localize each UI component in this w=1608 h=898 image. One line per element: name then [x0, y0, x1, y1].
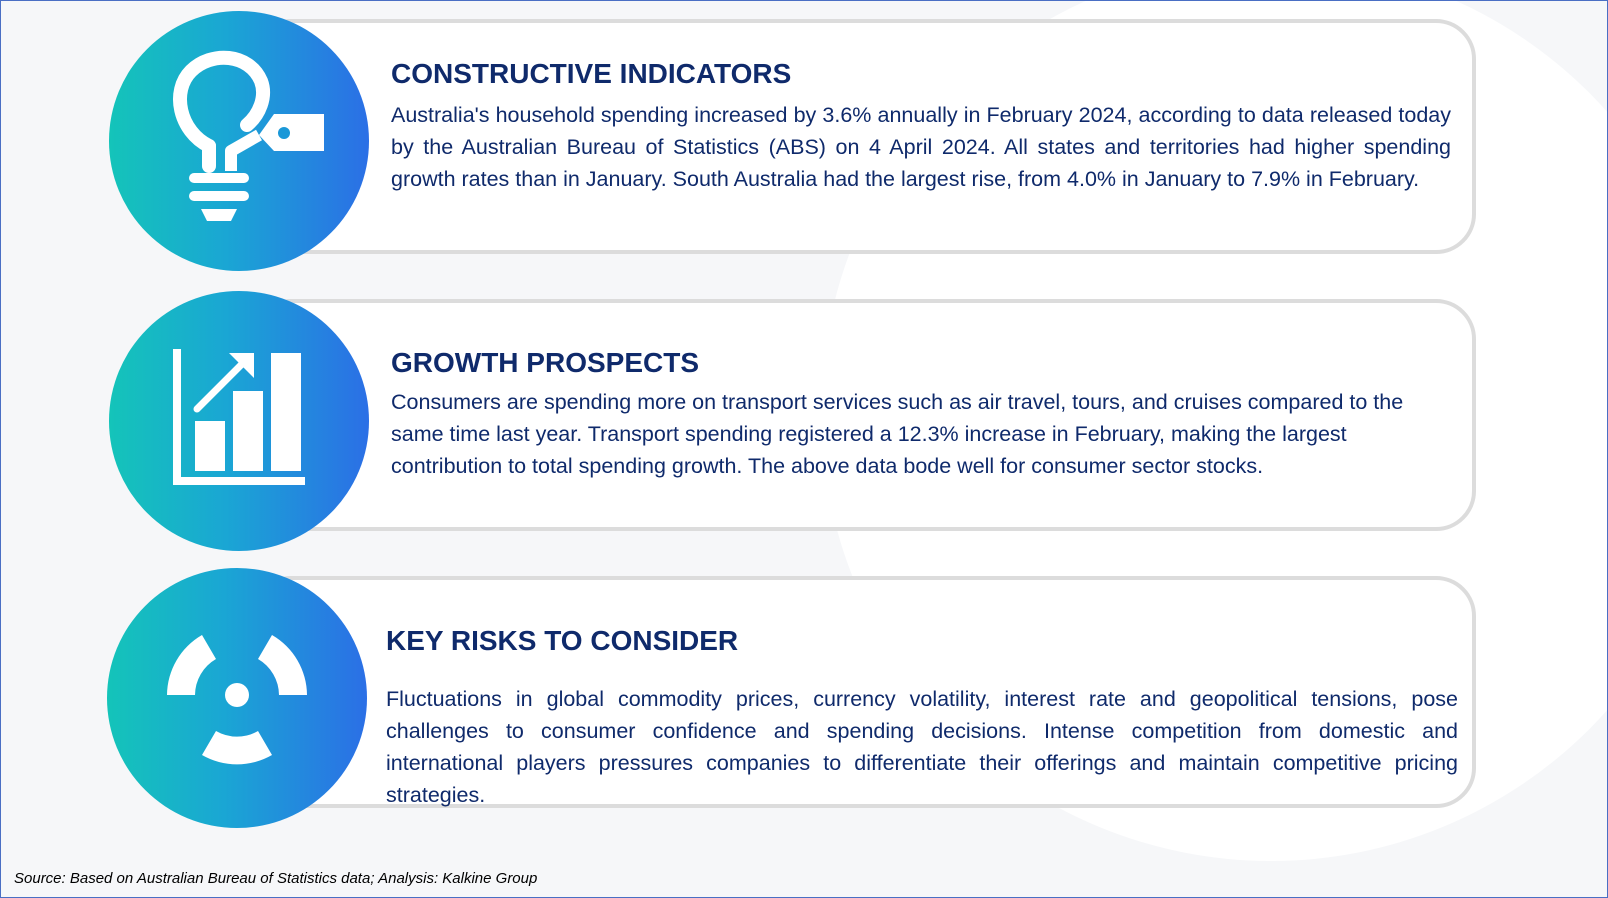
icon-circle-1: [109, 11, 369, 271]
radiation-icon: [167, 635, 307, 765]
section-title-1: CONSTRUCTIVE INDICATORS: [391, 58, 792, 89]
card-constructive-indicators: [251, 19, 1476, 254]
section-body-1: Australia's household spending increased…: [391, 103, 1451, 191]
card-key-risks: [251, 576, 1476, 808]
section-body-3: Fluctuations in global commodity prices,…: [386, 687, 1458, 807]
section-title-2: GROWTH PROSPECTS: [391, 347, 700, 378]
source-note: Source: Based on Australian Bureau of St…: [14, 870, 538, 887]
lightbulb-tag-icon: [173, 50, 324, 221]
section-title-3: KEY RISKS TO CONSIDER: [386, 625, 739, 656]
growth-chart-icon: [173, 349, 305, 485]
icon-circle-3: [107, 568, 367, 828]
card-growth-prospects: [251, 299, 1476, 531]
icon-circle-2: [109, 291, 369, 551]
section-body-2: Consumers are spending more on transport…: [391, 390, 1404, 478]
